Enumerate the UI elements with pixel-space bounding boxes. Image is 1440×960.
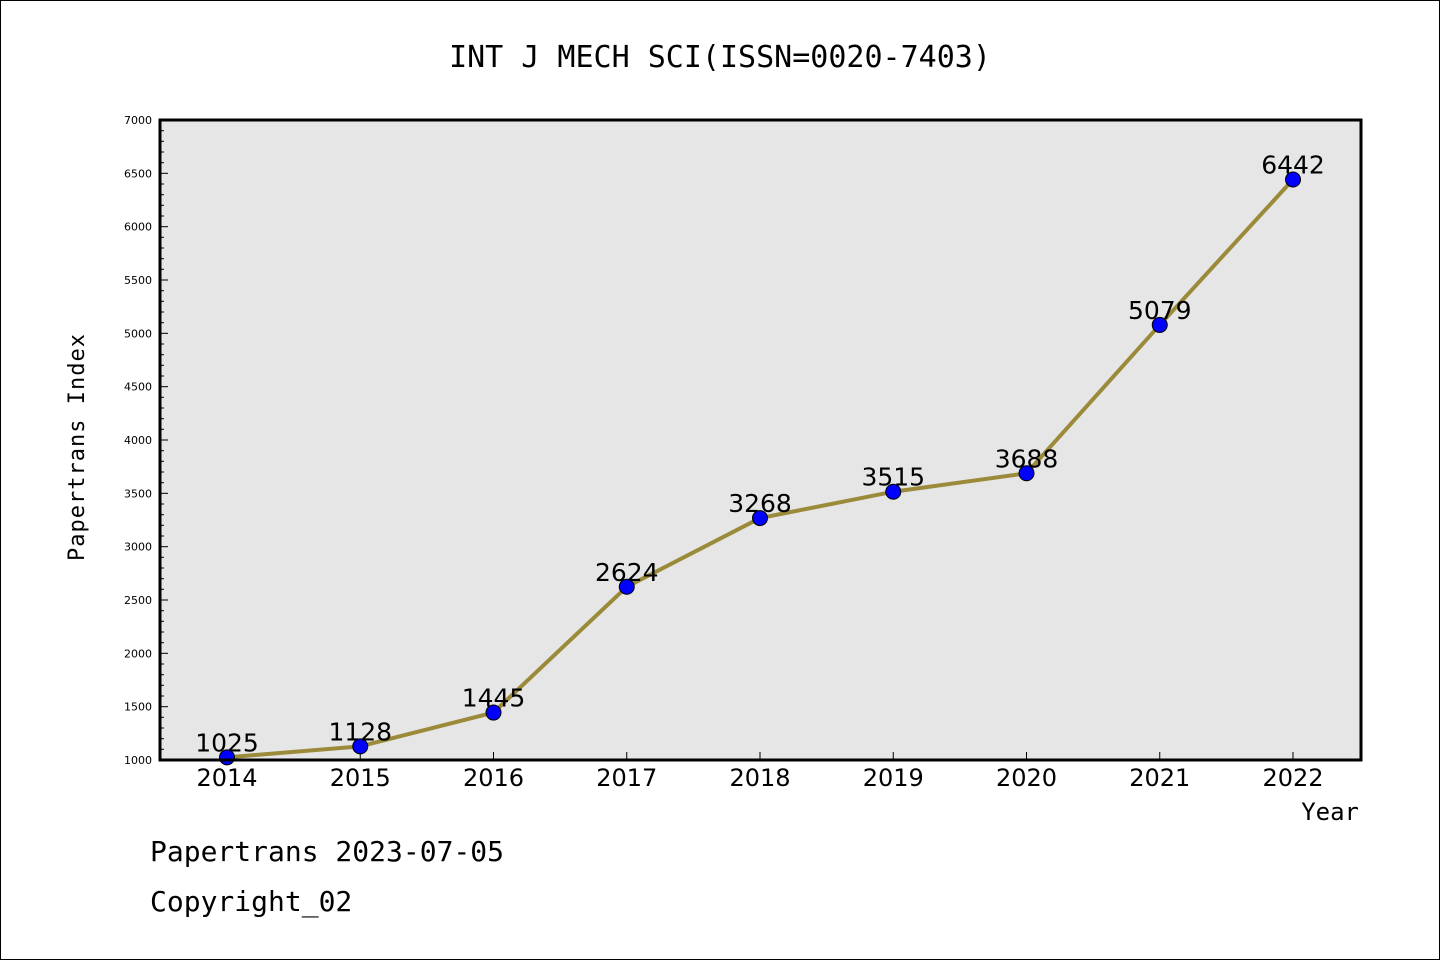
x-tick-label: 2021 <box>1129 764 1190 792</box>
y-axis: 1000 1500 2000 2500 3000 3500 4000 4500 5000 5500… <box>124 114 168 767</box>
data-label: 1128 <box>328 717 392 746</box>
data-point-marker <box>752 510 768 527</box>
y-tick-label: 5500 <box>124 274 152 287</box>
data-point-marker <box>352 738 369 755</box>
plot-area <box>160 120 1361 760</box>
data-label: 1025 <box>195 728 259 757</box>
data-point-marker <box>1018 465 1035 482</box>
y-tick-label: 3500 <box>124 487 152 500</box>
y-tick-label: 6000 <box>124 221 152 234</box>
y-tick-label: 1500 <box>124 701 152 714</box>
y-tick-label: 1000 <box>124 754 152 767</box>
x-axis: 2014 2015 2016 2017 2018 2019 2020 2021 2022 <box>196 752 1324 792</box>
y-axis-label: Papertrans Index <box>65 333 90 561</box>
data-label: 5079 <box>1128 296 1192 325</box>
data-point-marker <box>485 704 502 721</box>
y-tick-label: 3000 <box>124 541 152 554</box>
data-label: 3515 <box>861 463 925 492</box>
y-tick-label: 4500 <box>124 381 152 394</box>
y-tick-label: 4000 <box>124 434 152 447</box>
data-label: 2624 <box>595 558 659 587</box>
x-tick-label: 2020 <box>996 764 1057 792</box>
data-point-marker <box>618 578 635 595</box>
x-tick-label: 2018 <box>729 764 790 792</box>
data-point-marker <box>1151 316 1168 333</box>
x-tick-label: 2016 <box>463 764 524 792</box>
x-tick-label: 2014 <box>196 764 257 792</box>
data-label: 3268 <box>728 489 792 518</box>
x-tick-label: 2022 <box>1262 764 1323 792</box>
data-label: 1445 <box>462 684 526 713</box>
series-group: 1025 1128 1445 2624 3268 3515 3688 5079 6442 <box>195 151 1325 766</box>
x-tick-label: 2019 <box>863 764 924 792</box>
y-tick-label: 7000 <box>124 114 152 127</box>
data-label: 3688 <box>995 444 1059 473</box>
plot-border <box>158 118 1363 762</box>
data-point-marker <box>885 483 902 500</box>
x-tick-label: 2017 <box>596 764 657 792</box>
x-tick-label: 2015 <box>330 764 391 792</box>
copyright-text: Copyright_02 <box>150 885 353 918</box>
y-tick-label: 2500 <box>124 594 152 607</box>
y-tick-label: 5000 <box>124 327 152 340</box>
data-label: 6442 <box>1261 151 1325 180</box>
chart-title: INT J MECH SCI(ISSN=0020-7403) <box>449 40 991 75</box>
x-axis-label: Year <box>1301 798 1359 826</box>
source-date-text: Papertrans 2023-07-05 <box>150 835 505 868</box>
y-tick-label: 2000 <box>124 647 152 660</box>
y-tick-label: 6500 <box>124 167 152 180</box>
data-point-marker <box>1285 171 1301 188</box>
